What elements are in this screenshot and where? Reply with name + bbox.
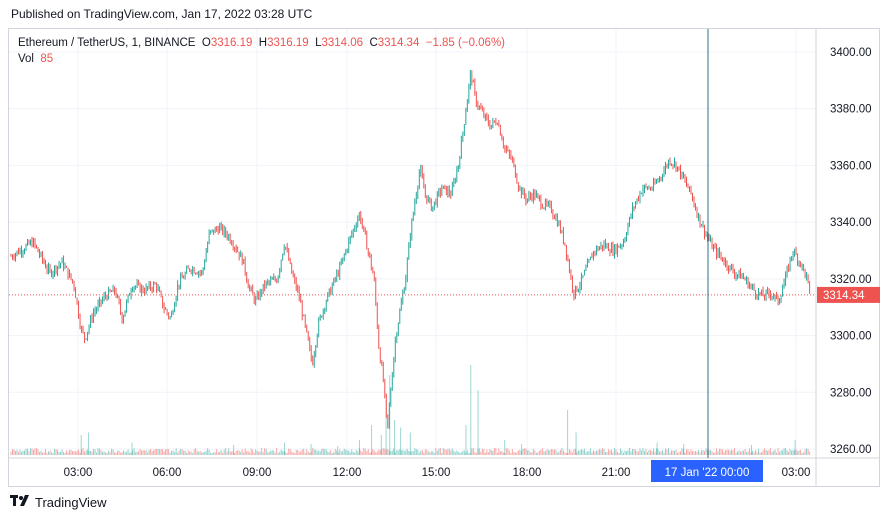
x-tick-label: 18:00	[513, 467, 542, 479]
crosshair-time-label: 17 Jan '22 00:00	[665, 467, 750, 479]
crosshair-time-badge	[651, 460, 763, 482]
ohlc-row: Ethereum / TetherUS, 1, BINANCE O3316.19…	[18, 35, 505, 51]
high-value: 3316.19	[267, 37, 309, 49]
x-tick-label: 15:00	[422, 467, 451, 479]
open-value: 3316.19	[210, 37, 253, 49]
close-label: C	[369, 37, 378, 49]
chart-frame[interactable]	[8, 28, 880, 487]
x-tick-label: 09:00	[243, 467, 272, 479]
y-tick-label: 3300.00	[830, 331, 872, 343]
y-tick-label: 3320.00	[830, 274, 872, 286]
published-label: Published on TradingView.com, Jan 17, 20…	[11, 7, 313, 21]
y-tick-label: 3400.00	[830, 47, 872, 59]
x-tick-label: 06:00	[153, 467, 182, 479]
open-label: O	[201, 37, 211, 49]
brand-label: TradingView	[35, 495, 107, 510]
low-value: 3314.06	[321, 37, 364, 49]
y-tick-label: 3280.00	[830, 387, 872, 399]
low-label: L	[315, 37, 322, 49]
volume-value: 85	[40, 53, 54, 65]
y-tick-label: 3360.00	[830, 160, 872, 172]
volume-row: Vol 85	[18, 51, 505, 67]
x-tick-label: 03:00	[782, 467, 811, 479]
last-price-label: 3314.34	[823, 290, 865, 302]
chart-legend: Ethereum / TetherUS, 1, BINANCE O3316.19…	[18, 35, 505, 67]
y-tick-label: 3260.00	[830, 444, 872, 456]
tradingview-logo-icon	[10, 495, 30, 510]
footer-brand[interactable]: TradingView	[10, 495, 107, 510]
symbol-label[interactable]: Ethereum / TetherUS, 1, BINANCE	[18, 37, 196, 49]
x-tick-label: 12:00	[333, 467, 362, 479]
last-price-badge	[817, 286, 880, 303]
change-value: −1.85 (−0.06%)	[425, 37, 506, 49]
y-tick-label: 3380.00	[830, 104, 872, 116]
high-label: H	[258, 37, 268, 49]
x-tick-label: 03:00	[64, 467, 93, 479]
volume-label[interactable]: Vol	[18, 53, 34, 65]
close-value: 3314.34	[377, 37, 420, 49]
y-tick-label: 3340.00	[830, 217, 872, 229]
x-tick-label: 21:00	[602, 467, 631, 479]
